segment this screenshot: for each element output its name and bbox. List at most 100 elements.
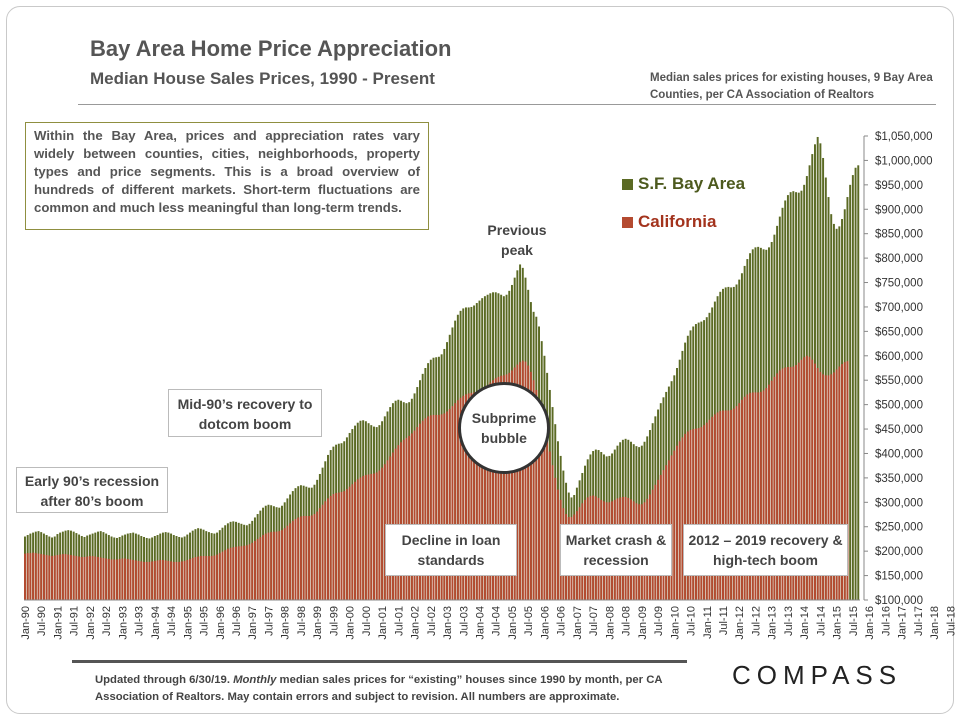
ca-bar-58	[180, 561, 183, 600]
california-series	[24, 355, 849, 600]
ca-bar-40	[132, 559, 135, 600]
ca-bar-125	[362, 475, 365, 600]
ca-bar-41	[134, 560, 137, 600]
x-tick-label: Jan-09	[637, 606, 649, 640]
x-tick-label: Jul-00	[361, 606, 373, 636]
x-tick-label: Jul-03	[458, 606, 470, 636]
ca-bar-91	[270, 532, 273, 600]
x-tick-label: Jan-13	[767, 606, 779, 640]
ca-bar-43	[140, 561, 143, 600]
ca-bar-73	[221, 551, 224, 600]
ca-bar-63	[194, 557, 197, 600]
ca-bar-55	[172, 561, 175, 600]
y-tick-label: $600,000	[875, 351, 923, 363]
footnote: Updated through 6/30/19. Monthly median …	[95, 672, 705, 706]
ca-bar-169	[481, 389, 484, 600]
x-tick-label: Jan-92	[85, 606, 97, 640]
ca-bar-129	[373, 473, 375, 600]
ca-bar-114	[332, 494, 335, 600]
x-tick-label: Jan-98	[280, 606, 292, 640]
ca-bar-302	[841, 364, 844, 600]
ca-bar-48	[153, 560, 156, 600]
ca-bar-22	[83, 557, 86, 600]
ca-bar-7	[42, 554, 45, 600]
ca-bar-132	[381, 467, 384, 600]
x-tick-label: Jul-18	[945, 606, 957, 636]
x-tick-label: Jul-04	[491, 606, 503, 636]
x-tick-label: Jul-02	[426, 606, 438, 636]
ca-bar-243	[681, 437, 684, 600]
x-tick-label: Jan-11	[702, 606, 714, 639]
ca-bar-151	[432, 414, 435, 600]
ca-bar-189	[535, 389, 538, 600]
x-tick-label: Jan-04	[475, 606, 487, 640]
ca-bar-179	[508, 372, 511, 600]
ca-bar-247	[692, 429, 695, 600]
ca-bar-0	[24, 553, 26, 600]
ca-bar-272	[759, 391, 762, 600]
y-tick-label: $550,000	[875, 375, 923, 387]
ca-bar-176	[500, 375, 503, 600]
x-tick-label: Jan-15	[832, 606, 844, 640]
ca-bar-148	[424, 418, 427, 600]
x-tick-label: Jan-95	[182, 606, 194, 640]
ca-bar-128	[370, 473, 373, 600]
annotation-market-crash: Market crash & recession	[560, 524, 672, 576]
ca-bar-253	[708, 419, 711, 600]
ca-bar-53	[167, 560, 170, 600]
title-divider	[78, 104, 936, 105]
x-tick-label: Jul-94	[166, 606, 178, 636]
ca-bar-190	[538, 400, 540, 600]
ca-bar-187	[529, 371, 532, 600]
ca-bar-4	[34, 553, 37, 600]
ca-bar-15	[64, 554, 67, 600]
x-tick-label: Jul-99	[328, 606, 340, 636]
ca-bar-165	[470, 392, 473, 600]
x-tick-label: Jul-17	[913, 606, 925, 636]
ca-bar-147	[421, 420, 424, 600]
legend-label-sf: S.F. Bay Area	[638, 174, 746, 193]
ca-bar-54	[170, 561, 173, 600]
ca-bar-74	[224, 550, 227, 600]
intro-text-box: Within the Bay Area, prices and apprecia…	[25, 122, 429, 230]
ca-bar-69	[210, 556, 213, 600]
ca-bar-162	[462, 395, 465, 600]
ca-bar-155	[443, 413, 446, 600]
ca-bar-186	[527, 365, 530, 600]
x-tick-label: Jan-10	[669, 606, 681, 640]
ca-bar-256	[716, 412, 719, 600]
annotation-previous-peak: Previous peak	[487, 222, 547, 258]
x-tick-label: Jan-16	[864, 606, 876, 640]
x-tick-label: Jul-91	[69, 606, 81, 636]
x-tick-label: Jul-93	[134, 606, 146, 636]
ca-bar-153	[437, 414, 440, 600]
ca-bar-25	[91, 556, 94, 600]
ca-bar-252	[705, 422, 708, 600]
ca-bar-157	[448, 409, 451, 600]
ca-bar-300	[835, 369, 838, 600]
y-tick-label: $100,000	[875, 595, 923, 607]
x-tick-label: Jan-94	[150, 606, 162, 640]
ca-bar-115	[335, 493, 338, 600]
ca-bar-248	[694, 428, 697, 600]
y-tick-label: $400,000	[875, 448, 923, 460]
ca-bar-49	[156, 560, 159, 600]
ca-bar-154	[440, 414, 443, 600]
ca-bar-195	[551, 465, 554, 600]
ca-bar-3	[32, 552, 35, 600]
y-tick-label: $800,000	[875, 253, 923, 265]
y-tick-label: $900,000	[875, 204, 923, 216]
ca-bar-281	[784, 367, 787, 600]
ca-bar-62	[191, 558, 194, 600]
ca-bar-113	[329, 495, 332, 600]
ca-bar-194	[548, 451, 551, 600]
ca-bar-33	[113, 559, 116, 600]
chart-frame	[6, 6, 954, 714]
ca-bar-107	[313, 514, 316, 600]
ca-bar-101	[297, 517, 300, 600]
ca-bar-21	[80, 557, 83, 600]
ca-bar-263	[735, 406, 738, 600]
ca-bar-244	[684, 433, 687, 600]
sf-bar-305	[849, 184, 852, 600]
